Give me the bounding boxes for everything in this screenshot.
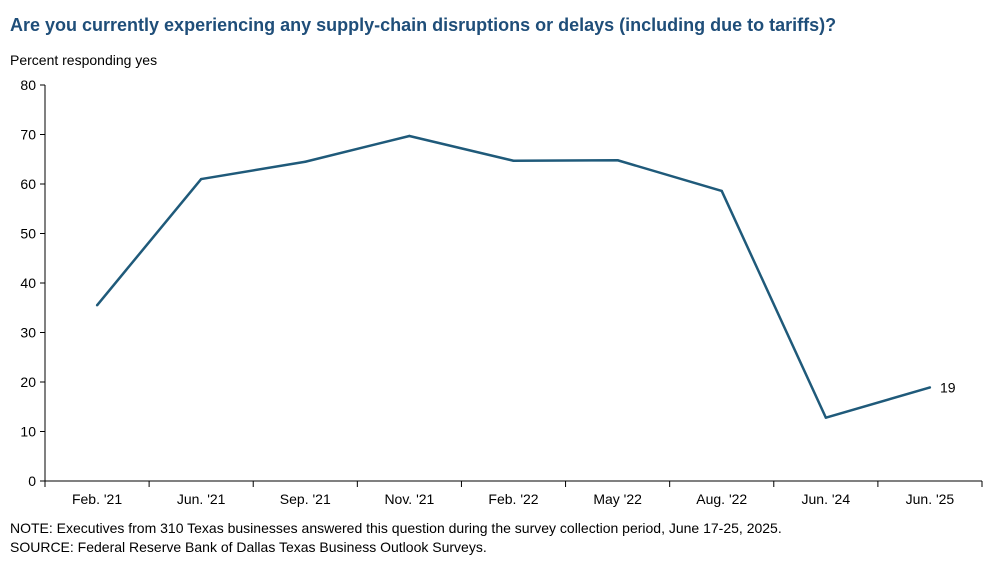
data-point bbox=[408, 134, 411, 138]
data-point bbox=[824, 416, 828, 419]
y-tick-label: 0 bbox=[28, 473, 36, 489]
x-tick-label: Aug. '22 bbox=[696, 491, 747, 507]
x-tick-label: Jun. '24 bbox=[802, 491, 851, 507]
x-tick-label: Feb. '21 bbox=[72, 491, 122, 507]
data-point bbox=[95, 304, 99, 307]
data-point bbox=[928, 386, 932, 389]
y-tick-label: 40 bbox=[20, 275, 36, 291]
y-tick-label: 80 bbox=[20, 77, 36, 93]
x-tick-label: Jun. '21 bbox=[177, 491, 226, 507]
x-tick-label: Sep. '21 bbox=[280, 491, 331, 507]
x-tick-label: Jun. '25 bbox=[906, 491, 955, 507]
x-tick-label: Nov. '21 bbox=[384, 491, 434, 507]
y-tick-label: 30 bbox=[20, 325, 36, 341]
x-tick-label: May '22 bbox=[593, 491, 642, 507]
data-point bbox=[304, 160, 307, 163]
chart-title: Are you currently experiencing any suppl… bbox=[10, 15, 837, 35]
data-point bbox=[616, 159, 619, 162]
y-tick-label: 20 bbox=[20, 374, 36, 390]
y-tick-label: 70 bbox=[20, 127, 36, 143]
data-point bbox=[720, 189, 723, 193]
end-data-label: 19 bbox=[940, 379, 956, 395]
y-tick-label: 10 bbox=[20, 424, 36, 440]
data-point bbox=[199, 177, 203, 181]
footnote: NOTE: Executives from 310 Texas business… bbox=[10, 520, 782, 536]
source-note: SOURCE: Federal Reserve Bank of Dallas T… bbox=[10, 539, 487, 555]
y-axis-label: Percent responding yes bbox=[10, 52, 158, 68]
y-tick-label: 60 bbox=[20, 176, 36, 192]
y-tick-label: 50 bbox=[20, 226, 36, 242]
data-point bbox=[512, 159, 515, 162]
series-line bbox=[96, 134, 931, 419]
x-tick-label: Feb. '22 bbox=[488, 491, 538, 507]
